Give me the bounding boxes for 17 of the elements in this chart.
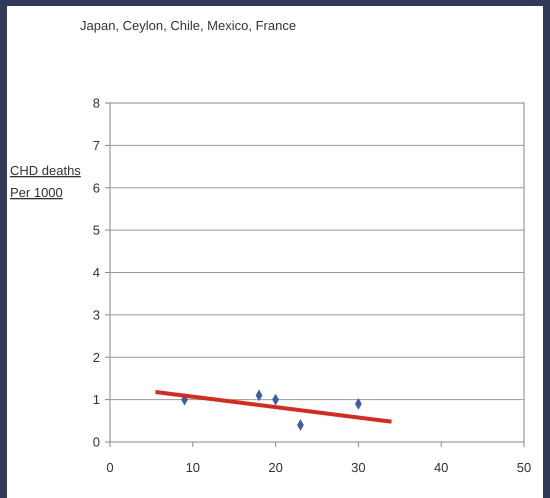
x-tick-label: 0	[106, 460, 114, 475]
y-tick-label: 5	[92, 222, 100, 238]
chart-title: Japan, Ceylon, Chile, Mexico, France	[80, 18, 296, 33]
y-tick-label: 2	[92, 350, 100, 365]
y-tick-label: 8	[92, 96, 100, 111]
x-tick-label: 20	[268, 460, 283, 475]
y-tick-label: 4	[92, 265, 100, 280]
x-tick-label: 40	[434, 460, 448, 475]
y-tick-label: 0	[92, 434, 100, 450]
x-tick-label: 10	[186, 460, 200, 475]
y-tick-label: 1	[92, 392, 100, 408]
y-tick-label: 3	[92, 307, 100, 322]
y-axis-title: CHD deaths Per 1000	[10, 163, 82, 200]
x-tick-label: 50	[516, 460, 532, 475]
y-tick-label: 7	[92, 138, 100, 153]
x-tick-label: 30	[351, 460, 366, 475]
y-tick-label: 6	[92, 180, 100, 196]
